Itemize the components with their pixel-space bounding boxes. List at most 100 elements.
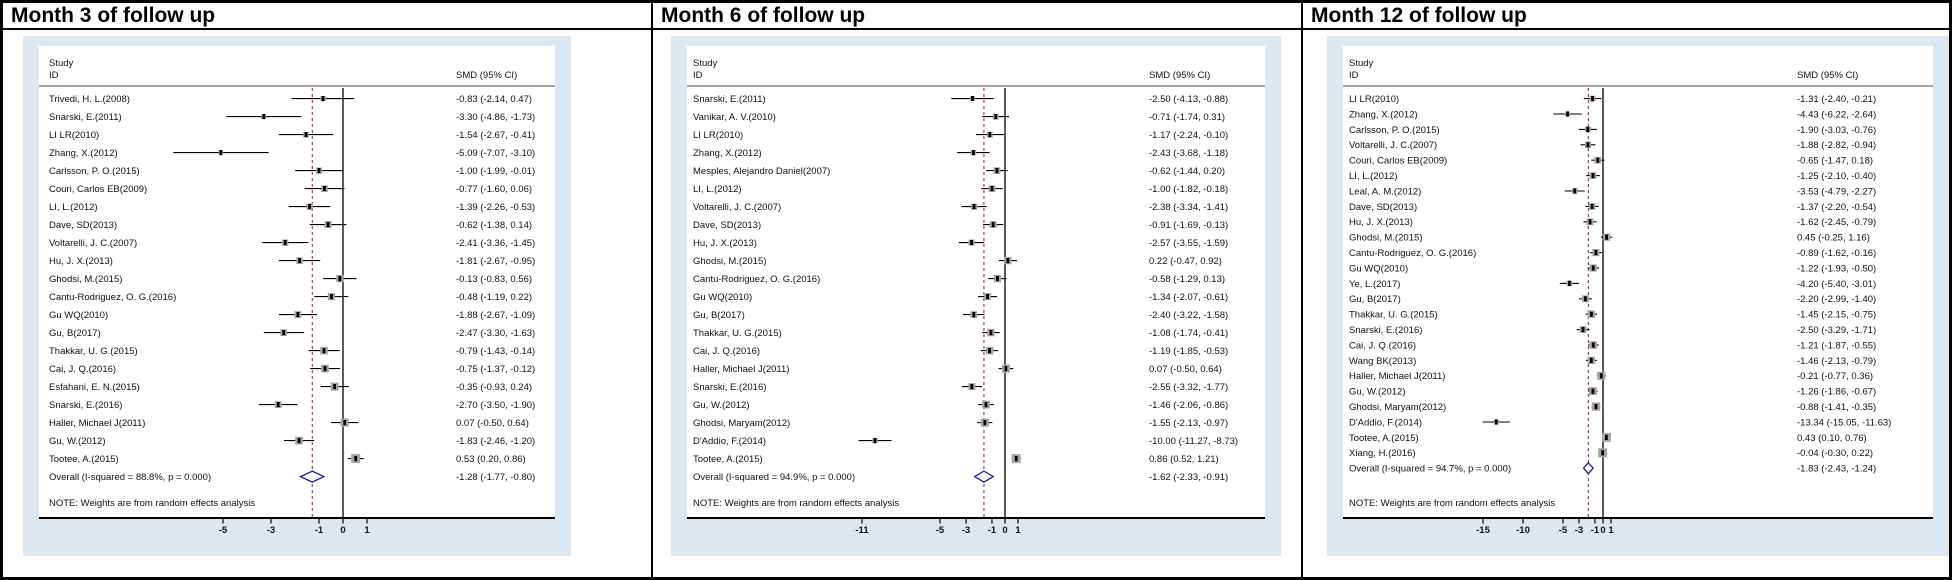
overall-row: Overall (I-squared = 88.8%, p = 0.000) -1… — [49, 470, 535, 483]
study-row: D'Addio, F.(2014) -10.00 (-11.27, -8.73) — [693, 436, 1238, 447]
point-estimate-marker — [873, 438, 877, 444]
study-label: Trivedi, H. L.(2008) — [49, 94, 130, 105]
point-estimate-marker — [323, 366, 327, 372]
study-label: Hu, J. X.(2013) — [49, 256, 113, 267]
point-estimate-marker — [970, 240, 973, 246]
smd-value-label: -1.39 (-2.26, -0.53) — [456, 202, 535, 213]
point-estimate-marker — [970, 384, 974, 390]
study-label: Gu, B(2017) — [1349, 294, 1401, 305]
point-estimate-marker — [354, 456, 358, 462]
smd-value-label: -0.62 (-1.44, 0.20) — [1149, 166, 1225, 177]
study-row: Snarski, E.(2011) -3.30 (-4.86, -1.73) — [49, 112, 535, 123]
plot-inner-region — [1343, 46, 1933, 518]
axis-tick-label: -3 — [1575, 525, 1583, 536]
smd-value-label: 0.43 (0.10, 0.76) — [1797, 433, 1867, 444]
study-label: D'Addio, F.(2014) — [1349, 417, 1422, 428]
study-label: Snarski, E.(2011) — [49, 112, 122, 123]
study-label: Zhang, X.(2012) — [49, 148, 118, 159]
point-estimate-marker — [984, 402, 988, 408]
study-row: Zhang, X.(2012) -5.09 (-7.07, -3.10) — [49, 148, 535, 159]
plot-inner-region — [687, 46, 1265, 518]
smd-value-label: 0.07 (-0.50, 0.64) — [456, 418, 529, 429]
axis-tick-label: 1 — [364, 525, 370, 536]
point-estimate-marker — [971, 96, 974, 102]
study-row: Couri, Carlos EB(2009) -0.77 (-1.60, 0.06… — [49, 184, 532, 195]
study-column-header: Study — [49, 58, 74, 69]
study-row: D'Addio, F.(2014) -13.34 (-15.05, -11.63) — [1349, 417, 1891, 428]
study-row: Dave, SD(2013) -0.62 (-1.38, 0.14) — [49, 220, 532, 231]
smd-value-label: -0.62 (-1.38, 0.14) — [456, 220, 532, 231]
axis-tick-label: -5 — [1559, 525, 1568, 536]
study-row: Snarski, E.(2011) -2.50 (-4.13, -0.88) — [693, 94, 1228, 105]
smd-value-label: -1.08 (-1.74, -0.41) — [1149, 328, 1228, 339]
point-estimate-marker — [298, 258, 301, 264]
study-row: Cai, J. Q.(2016) -0.75 (-1.37, -0.12) — [49, 364, 535, 375]
overall-diamond — [973, 470, 995, 483]
study-row: Ghodsi, M.(2015) -0.13 (-0.83, 0.56) — [49, 274, 532, 285]
plot-area-month-6: Study ID SMD (95% CI) Snarski, E.(2011) -2.5… — [653, 30, 1301, 577]
panel-header-month-12: Month 12 of follow up — [1303, 3, 1949, 30]
smd-value-label: -1.81 (-2.67, -0.95) — [456, 256, 535, 267]
study-label: LI LR(2010) — [49, 130, 99, 141]
study-row: Haller, Michael J(2011) -0.21 (-0.77, 0.3… — [1349, 371, 1873, 382]
smd-value-label: -1.90 (-3.03, -0.76) — [1797, 125, 1876, 136]
study-row: Ghodsi, Maryam(2012) -1.55 (-2.13, -0.97) — [693, 418, 1228, 429]
study-row: Thakkar, U. G.(2015) -1.08 (-1.74, -0.41) — [693, 328, 1228, 339]
point-estimate-marker — [1591, 173, 1595, 179]
study-label: Gu, W.(2012) — [49, 436, 106, 447]
smd-value-label: -0.35 (-0.93, 0.24) — [456, 382, 532, 393]
smd-value-label: -0.79 (-1.43, -0.14) — [456, 346, 535, 357]
axis-tick-label: 0 — [340, 525, 345, 536]
smd-value-label: -1.83 (-2.46, -1.20) — [456, 436, 535, 447]
study-label: Vanikar, A. V.(2010) — [693, 112, 776, 123]
study-row: Voltarelli, J. C.(2007) -2.41 (-3.36, -1.… — [49, 238, 535, 249]
smd-value-label: -0.65 (-1.47, 0.18) — [1797, 156, 1873, 167]
study-label: Ghodsi, M.(2015) — [1349, 233, 1422, 244]
smd-value-label: -2.38 (-3.34, -1.41) — [1149, 202, 1228, 213]
smd-value-label: -1.00 (-1.82, -0.18) — [1149, 184, 1228, 195]
panel-header-month-6: Month 6 of follow up — [653, 3, 1301, 30]
smd-value-label: -2.70 (-3.50, -1.90) — [456, 400, 535, 411]
smd-value-label: -10.00 (-11.27, -8.73) — [1149, 436, 1238, 447]
study-label: Carlsson, P. O.(2015) — [49, 166, 140, 177]
axis-tick-label: -3 — [962, 525, 970, 536]
overall-label: Overall (I-squared = 94.9%, p = 0.000) — [693, 472, 855, 483]
smd-value-label: -1.88 (-2.82, -0.94) — [1797, 140, 1876, 151]
smd-value-label: -4.20 (-5.40, -3.01) — [1797, 279, 1876, 290]
smd-value-label: -1.19 (-1.85, -0.53) — [1149, 346, 1228, 357]
study-label: Hu, J. X.(2013) — [693, 238, 757, 249]
study-label: Gu, W.(2012) — [693, 400, 750, 411]
point-estimate-marker — [1004, 366, 1008, 372]
study-row: Gu, B(2017) -2.40 (-3.22, -1.58) — [693, 310, 1228, 321]
study-row: LI LR(2010) -1.31 (-2.40, -0.21) — [1349, 94, 1876, 105]
point-estimate-marker — [323, 186, 326, 192]
point-estimate-marker — [317, 168, 321, 174]
study-row: Carlsson, P. O.(2015) -1.00 (-1.99, -0.01… — [49, 166, 535, 177]
study-label: Voltarelli, J. C.(2007) — [693, 202, 781, 213]
point-estimate-marker — [972, 312, 976, 318]
study-label: Gu, B(2017) — [693, 310, 745, 321]
smd-column-header: SMD (95% CI) — [1149, 70, 1210, 81]
study-label: Wang BK(2013) — [1349, 356, 1416, 367]
smd-value-label: -3.53 (-4.79, -2.27) — [1797, 186, 1876, 197]
study-row: Gu WQ(2010) -1.88 (-2.67, -1.09) — [49, 310, 535, 321]
smd-value-label: -0.83 (-2.14, 0.47) — [456, 94, 532, 105]
point-estimate-marker — [986, 294, 989, 300]
panel-header-month-3: Month 3 of follow up — [3, 3, 651, 30]
axis-tick-label: -15 — [1476, 525, 1490, 536]
smd-value-label: -2.47 (-3.30, -1.63) — [456, 328, 535, 339]
study-label: Couri, Carlos EB(2009) — [49, 184, 147, 195]
point-estimate-marker — [297, 438, 301, 444]
study-label: LI LR(2010) — [1349, 94, 1399, 105]
point-estimate-marker — [1594, 404, 1598, 410]
study-label: Tootee, A.(2015) — [1349, 433, 1419, 444]
study-label: Tootee, A.(2015) — [49, 454, 119, 465]
point-estimate-marker — [988, 348, 991, 354]
panel-title: Month 12 of follow up — [1311, 3, 1527, 27]
study-label: Leal, A. M.(2012) — [1349, 186, 1421, 197]
study-row: Haller, Michael J(2011) 0.07 (-0.50, 0.64… — [49, 418, 529, 429]
point-estimate-marker — [989, 330, 993, 336]
smd-value-label: -1.21 (-1.87, -0.55) — [1797, 340, 1876, 351]
study-label: LI, L.(2012) — [49, 202, 98, 213]
